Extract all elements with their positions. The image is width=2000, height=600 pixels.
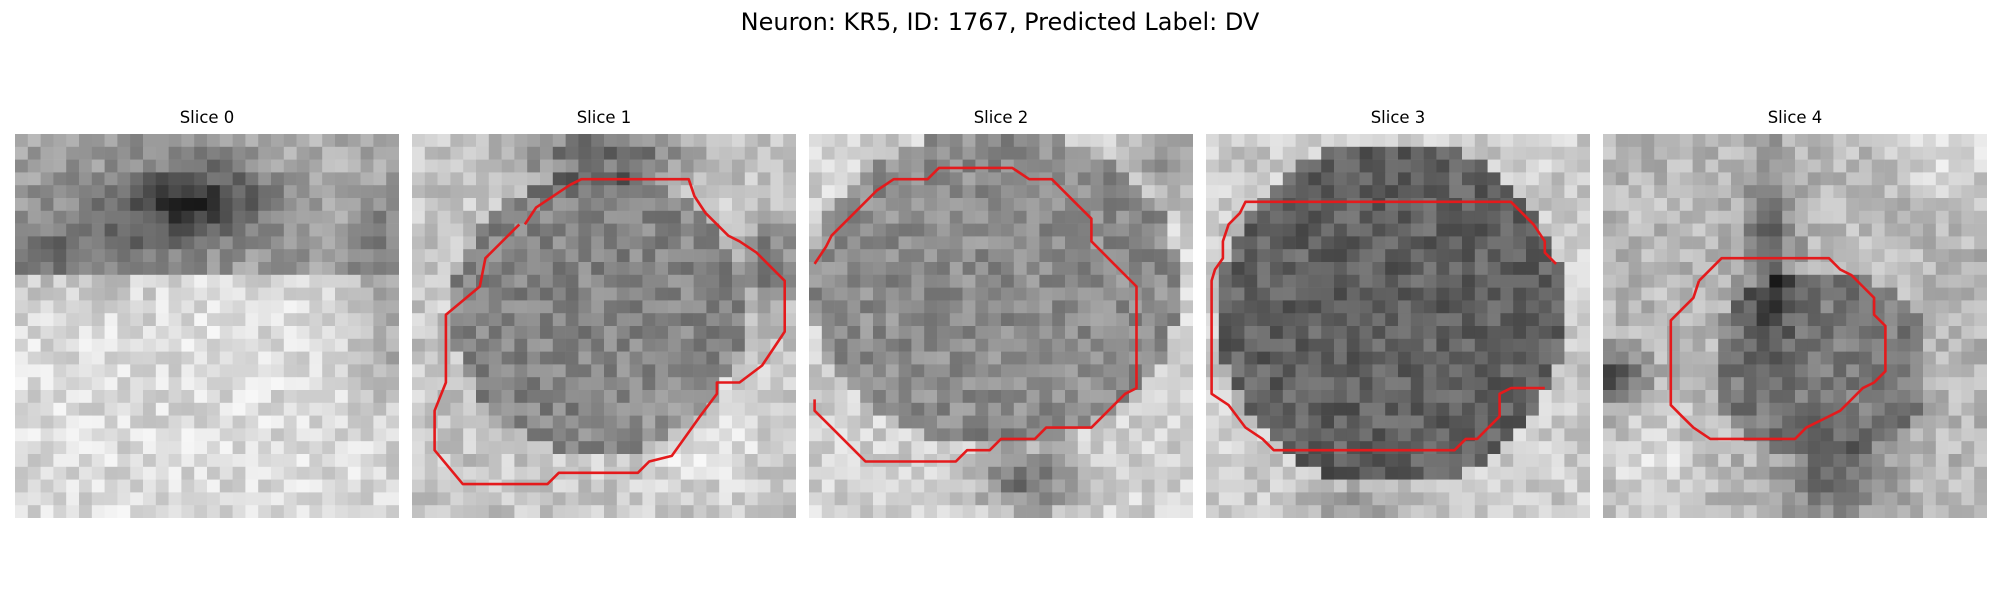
segmentation-contour <box>433 177 787 486</box>
slice-image <box>15 134 399 518</box>
slice-image <box>1603 134 1987 518</box>
segmentation-contour <box>813 166 1138 463</box>
panel-title: Slice 4 <box>1767 108 1823 127</box>
panel-title: Slice 0 <box>179 108 235 127</box>
slice-image <box>809 134 1193 518</box>
panel-slice-3: Slice 3 <box>1206 107 1590 521</box>
segmentation-contour <box>1210 200 1558 452</box>
slice-image <box>1206 134 1590 518</box>
figure-title: Neuron: KR5, ID: 1767, Predicted Label: … <box>740 8 1260 36</box>
panel-title: Slice 2 <box>973 108 1029 127</box>
panel-slice-0: Slice 0 <box>15 107 399 521</box>
panel-slice-2: Slice 2 <box>809 107 1193 521</box>
panel-title: Slice 3 <box>1370 108 1426 127</box>
slice-image <box>412 134 796 518</box>
panel-slice-1: Slice 1 <box>412 107 796 521</box>
panel-slice-4: Slice 4 <box>1603 107 1987 521</box>
panel-title: Slice 1 <box>576 108 632 127</box>
segmentation-contour <box>1669 256 1887 441</box>
